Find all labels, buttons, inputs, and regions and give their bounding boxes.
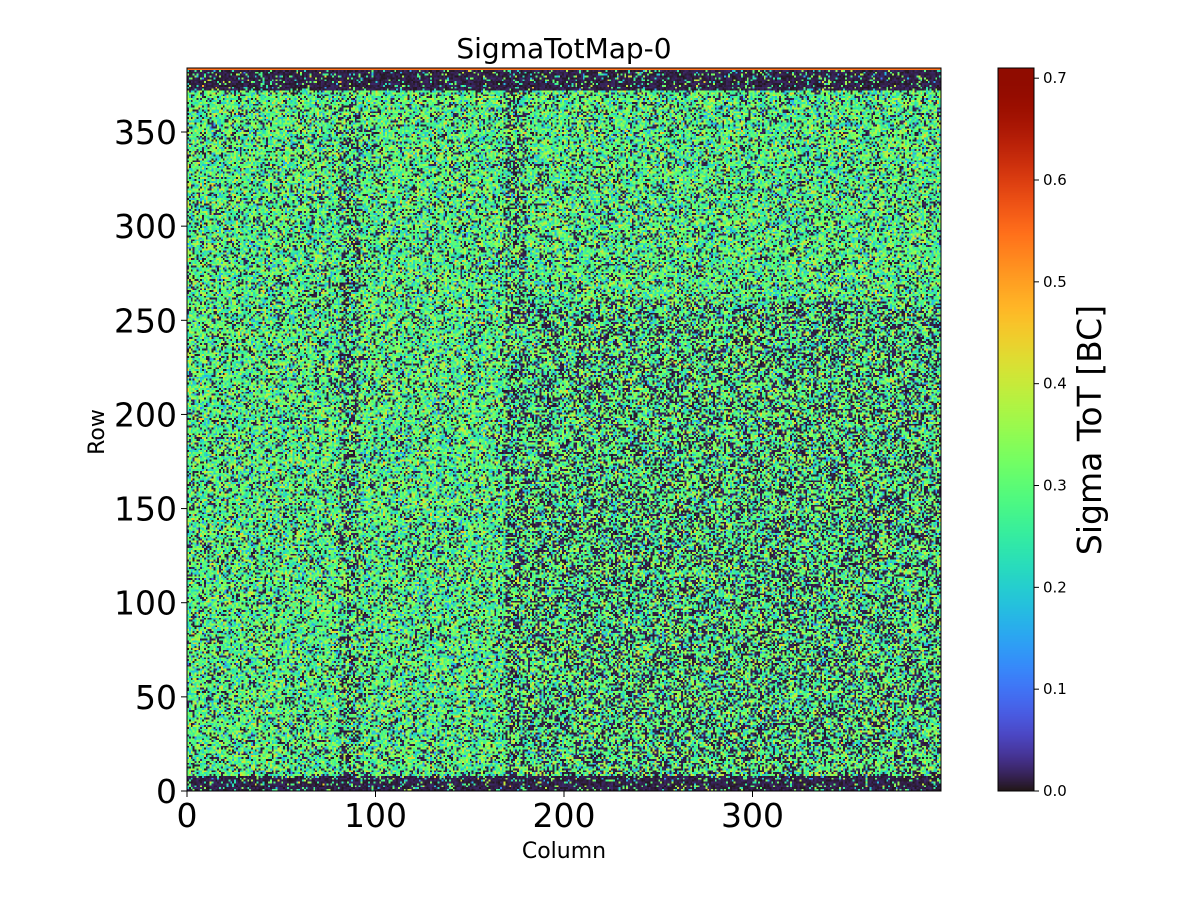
y-tick-label-2: 100	[114, 584, 177, 623]
y-axis-label: Row	[85, 409, 110, 455]
y-tick-label-5: 250	[114, 301, 177, 340]
x-axis-label: Column	[522, 839, 606, 864]
colorbar-frame	[997, 67, 1035, 792]
y-tick-label-4: 200	[114, 395, 177, 434]
colorbar-tick-label-5: 0.5	[1043, 273, 1067, 291]
y-tick-label-1: 50	[135, 678, 177, 717]
y-tick-label-0: 0	[156, 772, 177, 811]
x-tick-label-2: 200	[533, 796, 596, 835]
colorbar-ticks: 0.0 0.1 0.2 0.3 0.4 0.5 0.6 0.7	[1034, 69, 1067, 800]
y-axis-ticks: 0 50 100 150 200 250 300 350	[114, 113, 187, 811]
y-tick-label-7: 350	[114, 113, 177, 152]
colorbar-tick-label-3: 0.3	[1043, 477, 1067, 495]
x-tick-label-3: 300	[721, 796, 784, 835]
chart-title: SigmaTotMap-0	[456, 32, 671, 65]
colorbar-tick-label-2: 0.2	[1043, 578, 1067, 596]
colorbar-tick-label-0: 0.0	[1043, 782, 1067, 800]
colorbar-tick-label-1: 0.1	[1043, 680, 1067, 698]
x-tick-label-0: 0	[177, 796, 198, 835]
heatmap-image	[187, 68, 941, 791]
colorbar-label: Sigma ToT [BC]	[1070, 305, 1109, 555]
colorbar-tick-label-4: 0.4	[1043, 375, 1067, 393]
y-tick-label-3: 150	[114, 490, 177, 529]
plot-frame	[186, 67, 942, 792]
x-axis-ticks: 0 100 200 300	[177, 791, 784, 835]
x-tick-label-1: 100	[344, 796, 407, 835]
colorbar-gradient	[998, 68, 1034, 791]
y-tick-label-6: 300	[114, 207, 177, 246]
colorbar-tick-label-6: 0.6	[1043, 171, 1067, 189]
colorbar-tick-label-7: 0.7	[1043, 69, 1067, 87]
